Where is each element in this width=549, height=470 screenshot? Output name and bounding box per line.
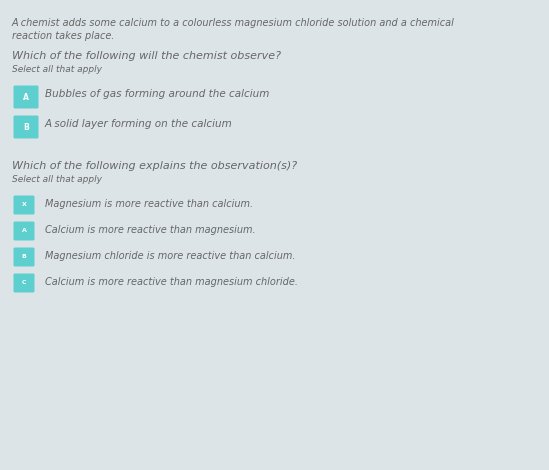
FancyBboxPatch shape <box>14 274 35 292</box>
Text: Which of the following explains the observation(s)?: Which of the following explains the obse… <box>12 161 297 171</box>
Text: Select all that apply: Select all that apply <box>12 65 102 74</box>
Text: A chemist adds some calcium to a colourless magnesium chloride solution and a ch: A chemist adds some calcium to a colourl… <box>12 18 455 28</box>
Text: A solid layer forming on the calcium: A solid layer forming on the calcium <box>45 119 233 129</box>
Text: Select all that apply: Select all that apply <box>12 175 102 184</box>
Text: X: X <box>21 203 26 207</box>
FancyBboxPatch shape <box>14 196 35 214</box>
Text: Bubbles of gas forming around the calcium: Bubbles of gas forming around the calciu… <box>45 89 270 99</box>
Text: reaction takes place.: reaction takes place. <box>12 31 115 41</box>
FancyBboxPatch shape <box>14 116 38 139</box>
Text: Which of the following will the chemist observe?: Which of the following will the chemist … <box>12 51 281 61</box>
FancyBboxPatch shape <box>14 86 38 109</box>
Text: A: A <box>23 93 29 102</box>
Text: C: C <box>22 281 26 285</box>
Text: Magnesium chloride is more reactive than calcium.: Magnesium chloride is more reactive than… <box>45 251 295 261</box>
FancyBboxPatch shape <box>14 248 35 266</box>
Text: A: A <box>21 228 26 234</box>
Text: B: B <box>21 254 26 259</box>
FancyBboxPatch shape <box>14 221 35 241</box>
Text: Calcium is more reactive than magnesium chloride.: Calcium is more reactive than magnesium … <box>45 277 298 287</box>
Text: Calcium is more reactive than magnesium.: Calcium is more reactive than magnesium. <box>45 225 256 235</box>
Text: B: B <box>23 123 29 132</box>
Text: Magnesium is more reactive than calcium.: Magnesium is more reactive than calcium. <box>45 199 253 209</box>
